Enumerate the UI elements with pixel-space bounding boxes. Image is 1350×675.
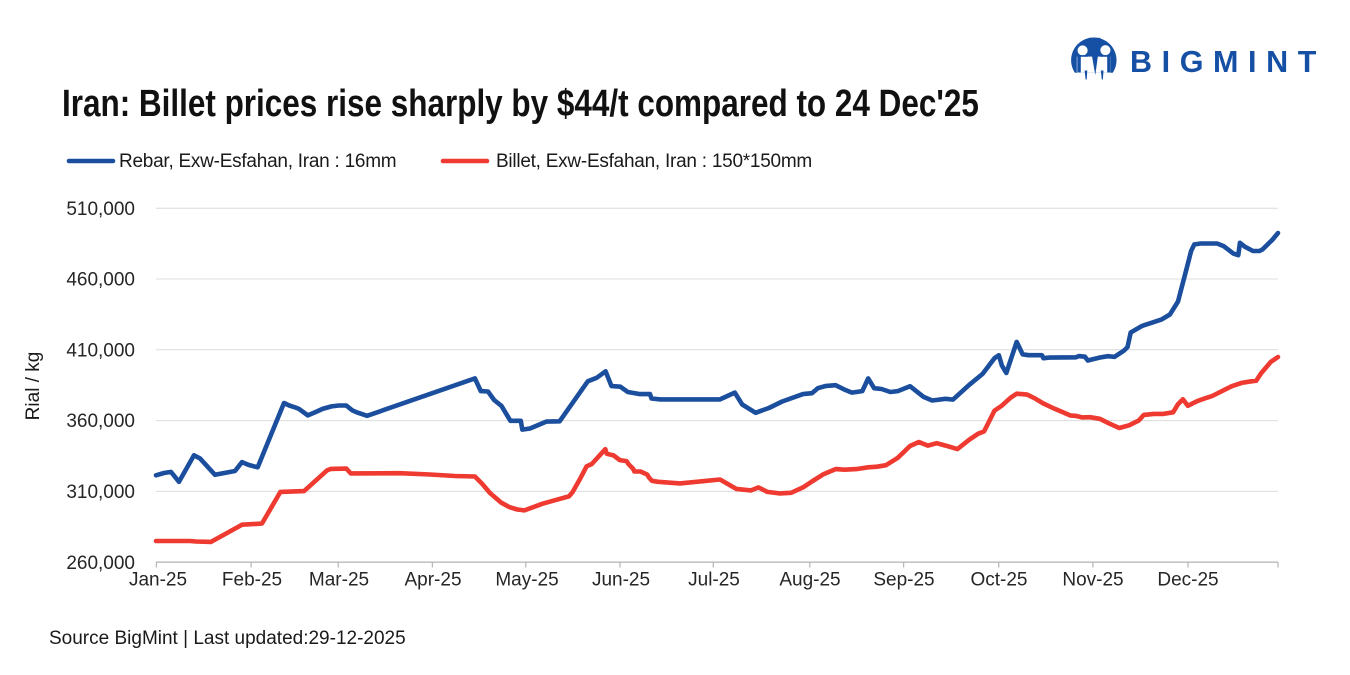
svg-text:May-25: May-25 bbox=[495, 570, 558, 591]
svg-text:Sep-25: Sep-25 bbox=[873, 570, 934, 591]
svg-text:Aug-25: Aug-25 bbox=[779, 570, 840, 591]
svg-text:Jul-25: Jul-25 bbox=[688, 570, 740, 591]
svg-text:Jun-25: Jun-25 bbox=[592, 570, 650, 591]
svg-text:260,000: 260,000 bbox=[66, 553, 135, 574]
svg-text:Apr-25: Apr-25 bbox=[404, 570, 461, 591]
svg-text:Dec-25: Dec-25 bbox=[1157, 570, 1218, 591]
svg-text:Mar-25: Mar-25 bbox=[309, 570, 369, 591]
svg-text:510,000: 510,000 bbox=[66, 199, 135, 220]
svg-text:310,000: 310,000 bbox=[66, 482, 135, 503]
svg-text:Feb-25: Feb-25 bbox=[222, 570, 282, 591]
svg-text:410,000: 410,000 bbox=[66, 340, 135, 361]
svg-text:Oct-25: Oct-25 bbox=[970, 570, 1027, 591]
svg-text:360,000: 360,000 bbox=[66, 411, 135, 432]
svg-text:Jan-25: Jan-25 bbox=[129, 570, 187, 591]
svg-text:460,000: 460,000 bbox=[66, 270, 135, 291]
svg-text:Nov-25: Nov-25 bbox=[1062, 570, 1123, 591]
